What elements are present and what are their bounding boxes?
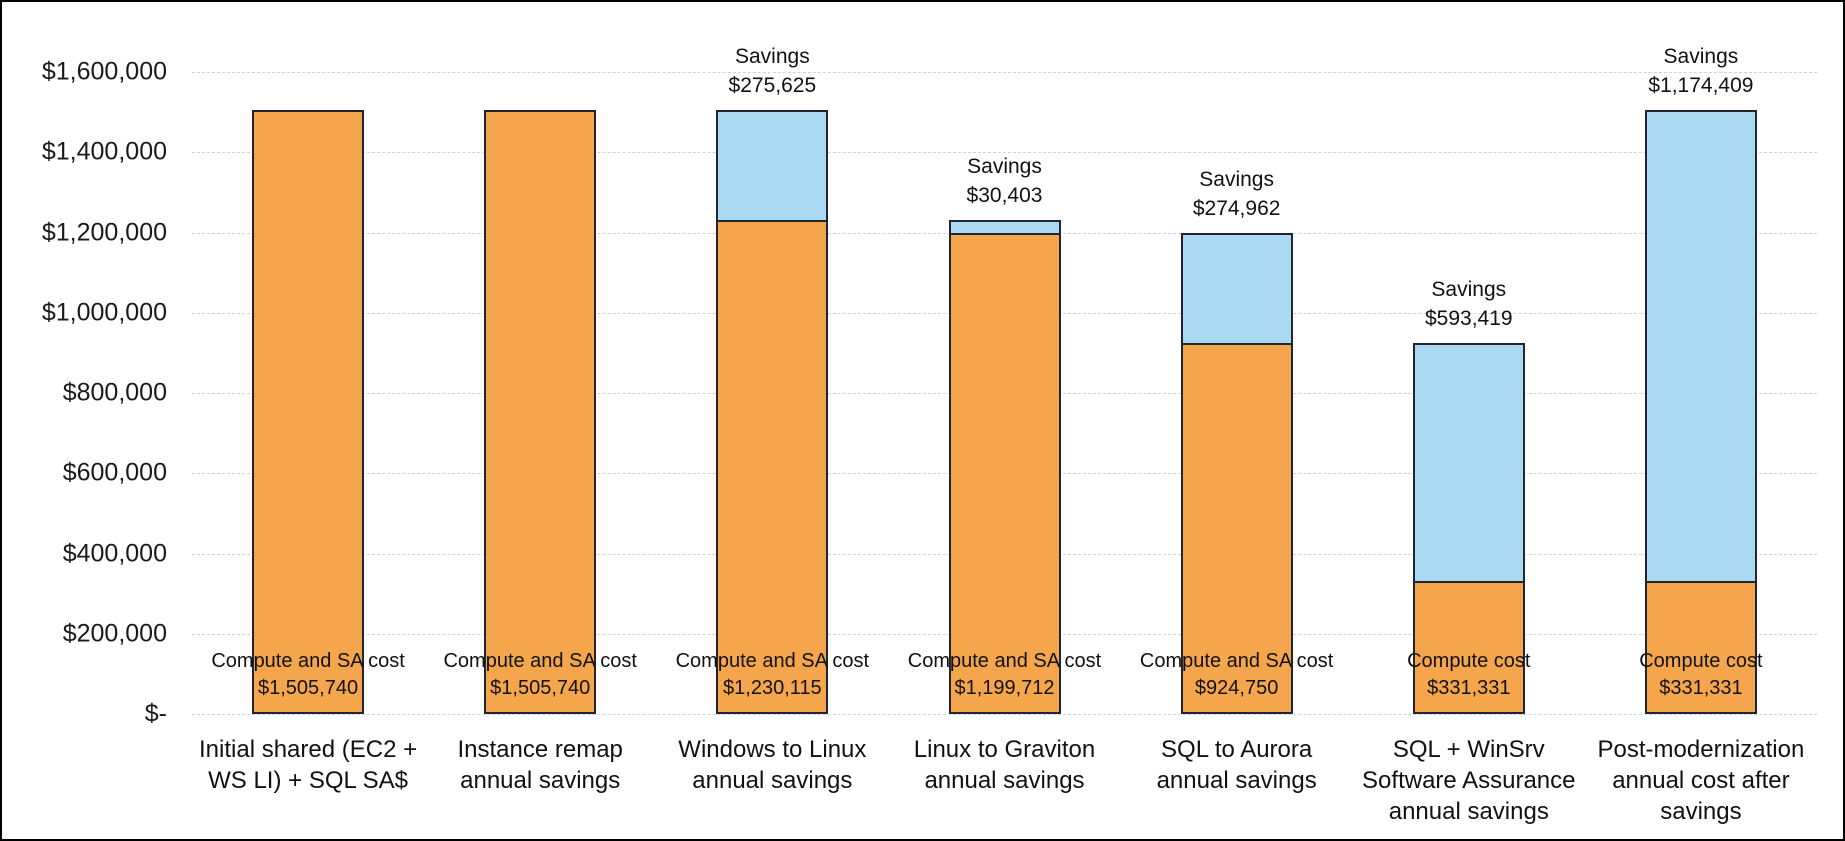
bar-value-label: Compute and SA cost $1,199,712 [908,648,1101,702]
savings-title: Savings [1431,277,1507,301]
gridline [192,72,1817,73]
x-axis-category-line: Initial shared (EC2 + [199,736,418,763]
x-axis-category-label: SQL + WinSrv Software Assurance annual sav… [1339,734,1599,827]
bar-savings-label: Savings $1,174,409 [1648,42,1753,100]
bar-savings-segment [1644,109,1757,584]
bar-cost-value: $331,331 [1427,677,1511,699]
bar-cost-value: $1,505,740 [490,677,591,699]
x-axis-category-line: annual savings [1156,767,1317,794]
savings-title: Savings [967,155,1042,179]
bar-value-label: Compute and SA cost $1,505,740 [443,648,636,702]
savings-title: Savings [734,44,810,68]
bar-cost-value: $924,750 [1194,677,1279,699]
savings-title: Savings [1663,44,1739,68]
bar-savings-segment [716,109,829,223]
x-axis-category-line: Post-modernization [1597,736,1805,763]
x-axis-category-line: WS LI) + SQL SA$ [208,767,408,794]
bar-savings-label: Savings $593,419 [1425,275,1513,333]
x-axis-category-line: annual savings [460,767,621,794]
bar-value-label: Compute and SA cost $1,230,115 [676,648,869,702]
bar-value-label: Compute cost $331,331 [1639,648,1762,702]
y-axis-tick-label: $600,000 [62,458,167,487]
plot-area: Compute and SA cost $1,505,740 Compute and… [192,45,1817,715]
x-axis-category-label: Instance remap annual savings [410,734,670,796]
savings-value: $593,419 [1424,306,1513,330]
bar-cost-title: Compute cost [1407,650,1531,672]
bar-cost-value: $1,230,115 [723,677,822,699]
x-axis-category-line: Linux to Graviton [913,736,1096,763]
bar-cost-segment [716,220,829,714]
x-axis-category-line: Instance remap [457,736,623,763]
bar-cost-segment [948,232,1061,714]
bar-cost-segment [484,109,597,714]
savings-value: $275,625 [728,73,817,97]
y-axis-tick-label: $- [144,699,167,728]
x-axis-category-line: Windows to Linux [678,736,867,763]
bar-value-label: Compute cost $331,331 [1407,648,1530,702]
bar-cost-value: $1,199,712 [954,677,1055,699]
bar-savings-label: Savings $274,962 [1193,165,1281,223]
bar-value-label: Compute and SA cost $1,505,740 [211,648,404,702]
x-axis-category-line: annual savings [1388,798,1549,825]
x-axis-category-label: Post-modernization annual cost after savin… [1571,734,1831,827]
y-axis-tick-label: $400,000 [62,539,167,567]
x-axis-category-line: SQL to Aurora [1161,736,1313,763]
y-axis-tick-label: $1,400,000 [41,137,167,166]
bar-cost-title: Compute and SA cost [1139,650,1334,672]
y-axis-tick-label: $1,600,000 [41,57,167,86]
x-axis-category-line: Software Assurance [1362,767,1576,794]
bar-cost-title: Compute and SA cost [675,650,870,672]
bar-cost-title: Compute and SA cost [907,650,1102,672]
bar-cost-title: Compute and SA cost [211,650,405,672]
savings-value: $30,403 [966,184,1043,208]
savings-value: $274,962 [1192,196,1281,220]
y-axis-tick-label: $1,000,000 [41,298,167,327]
x-axis-category-line: annual savings [924,767,1085,794]
x-axis-category-label: SQL to Aurora annual savings [1107,734,1367,796]
savings-title: Savings [1199,167,1274,191]
bar-value-label: Compute and SA cost $924,750 [1140,648,1333,702]
bar-cost-title: Compute and SA cost [443,650,637,672]
x-axis-category-line: SQL + WinSrv [1392,736,1545,763]
gridline [192,152,1817,154]
bar-savings-segment [1180,232,1293,345]
y-axis-tick-label: $200,000 [62,619,167,648]
bar-cost-value: $331,331 [1659,677,1743,699]
bar-savings-label: Savings $275,625 [729,42,817,100]
bar-savings-segment [1412,342,1525,584]
bar-cost-value: $1,505,740 [258,677,359,699]
y-axis-tick-label: $800,000 [62,378,167,407]
x-axis-category-line: savings [1660,798,1742,825]
bar-cost-segment [1644,581,1757,714]
x-axis-category-line: annual savings [692,767,853,794]
bar-savings-label: Savings $30,403 [967,152,1043,210]
savings-value: $1,174,409 [1648,73,1754,97]
bar-cost-title: Compute cost [1639,650,1763,672]
x-axis-category-label: Initial shared (EC2 + WS LI) + SQL SA$ [178,734,438,796]
x-axis-category-label: Linux to Graviton annual savings [875,734,1135,796]
gridline [192,714,1817,715]
bar-cost-segment [252,109,365,714]
x-axis-category-label: Windows to Linux annual savings [642,734,902,796]
x-axis-category-line: annual cost after [1612,767,1790,794]
bar-savings-segment [948,220,1061,235]
y-axis-tick-label: $1,200,000 [41,218,167,246]
